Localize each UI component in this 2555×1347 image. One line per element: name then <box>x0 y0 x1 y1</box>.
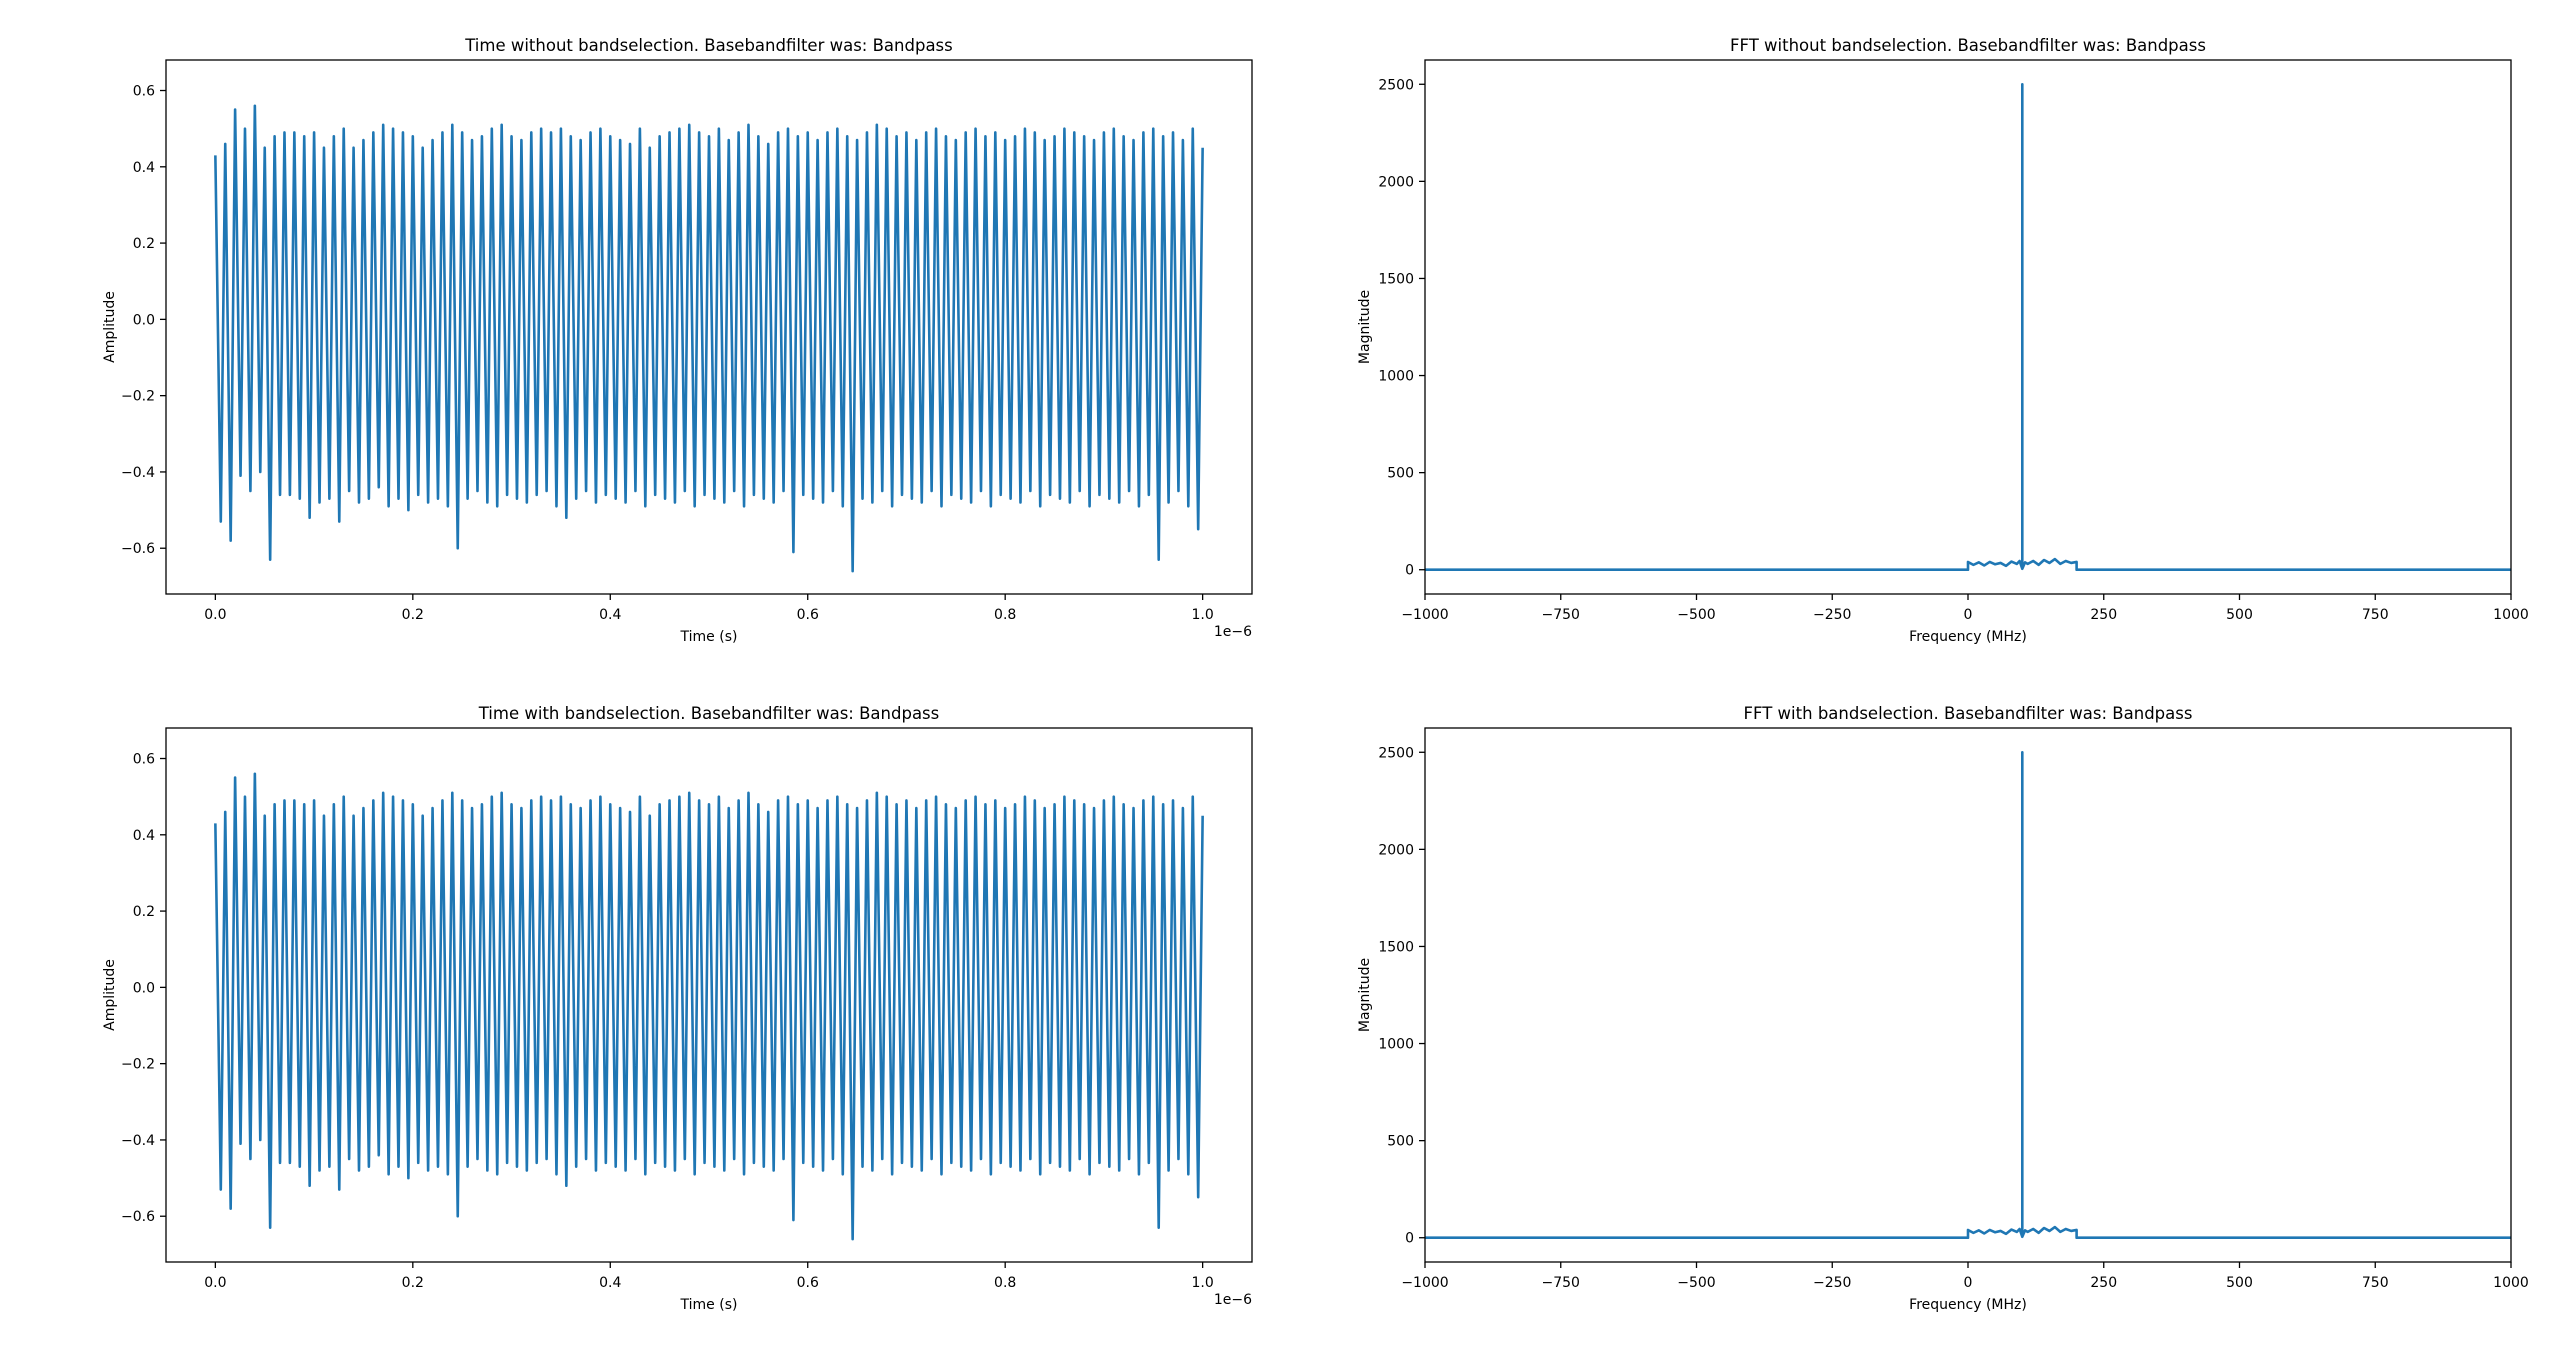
x-axis-label: Frequency (MHz) <box>1909 629 2027 645</box>
x-tick-label: 0.8 <box>994 607 1016 623</box>
y-tick-label: 0.6 <box>133 752 155 768</box>
series-line <box>1425 750 2511 1240</box>
x-tick-label: 0 <box>1964 607 1973 623</box>
y-tick-label: −0.2 <box>121 389 155 405</box>
y-tick-label: 2500 <box>1378 745 1414 761</box>
y-tick-label: 0.0 <box>133 980 155 996</box>
y-tick-label: 0.0 <box>133 312 155 328</box>
y-tick-label: 0.4 <box>133 828 155 844</box>
x-tick-label: 500 <box>2226 607 2253 623</box>
subplot-2: −1000 −750 −500 −250 0 250 500 750 1000 0 500 1000 1… <box>1357 36 2529 645</box>
x-tick-label: −1000 <box>1401 607 1448 623</box>
axes-frame <box>1424 727 2512 1263</box>
y-tick-label: 1500 <box>1378 939 1414 955</box>
y-tick-label: 0.2 <box>133 904 155 920</box>
x-tick-label: 1.0 <box>1192 1275 1214 1291</box>
x-tick-label: 0.0 <box>204 1275 226 1291</box>
x-tick-label: 0.4 <box>599 1275 621 1291</box>
y-tick-label: 0.4 <box>133 160 155 176</box>
x-axis-label: Time (s) <box>680 629 738 645</box>
y-tick-label: 500 <box>1387 1134 1414 1150</box>
subplot-4: −1000 −750 −500 −250 0 250 500 750 1000 0 500 1000 1… <box>1357 704 2529 1313</box>
y-axis-label: Amplitude <box>102 291 118 363</box>
y-tick-label: −0.6 <box>121 541 155 557</box>
y-tick-label: −0.4 <box>121 465 155 481</box>
y-axis-label: Amplitude <box>102 959 118 1031</box>
series-line <box>214 772 1204 1241</box>
y-tick-label: 1500 <box>1378 271 1414 287</box>
y-tick-label: 500 <box>1387 466 1414 482</box>
y-tick-label: 2500 <box>1378 77 1414 93</box>
chart-title: Time with bandselection. Basebandfilter … <box>478 704 940 723</box>
x-tick-label: 750 <box>2362 607 2389 623</box>
y-tick-label: 1000 <box>1378 1037 1414 1053</box>
x-tick-label: −500 <box>1677 1275 1715 1291</box>
x-tick-label: −500 <box>1677 607 1715 623</box>
y-tick-label: 1000 <box>1378 369 1414 385</box>
x-tick-label: 0.6 <box>797 607 819 623</box>
y-axis-label: Magnitude <box>1357 958 1373 1032</box>
x-tick-label: 0.8 <box>994 1275 1016 1291</box>
x-tick-label: 0.4 <box>599 607 621 623</box>
x-tick-label: 0.6 <box>797 1275 819 1291</box>
axes-frame <box>165 59 1253 595</box>
y-tick-label: 2000 <box>1378 842 1414 858</box>
x-tick-label: 1000 <box>2493 1275 2529 1291</box>
x-tick-label: 1000 <box>2493 607 2529 623</box>
x-tick-label: 500 <box>2226 1275 2253 1291</box>
axes-frame <box>165 727 1253 1263</box>
y-tick-label: −0.4 <box>121 1133 155 1149</box>
y-tick-label: 0 <box>1405 563 1414 579</box>
x-tick-label: 0 <box>1964 1275 1973 1291</box>
x-tick-label: −750 <box>1542 607 1580 623</box>
series-line <box>1425 82 2511 572</box>
chart-title: FFT with bandselection. Basebandfilter w… <box>1744 704 2193 723</box>
y-tick-label: 2000 <box>1378 174 1414 190</box>
x-tick-label: 0.2 <box>402 607 424 623</box>
x-tick-label: 250 <box>2090 607 2117 623</box>
x-offset-text: 1e−6 <box>1214 1292 1252 1308</box>
y-tick-label: −0.6 <box>121 1209 155 1225</box>
x-tick-label: 0.2 <box>402 1275 424 1291</box>
series-line <box>214 104 1204 573</box>
x-axis-label: Frequency (MHz) <box>1909 1297 2027 1313</box>
x-tick-label: 0.0 <box>204 607 226 623</box>
y-tick-label: −0.2 <box>121 1057 155 1073</box>
y-axis-label: Magnitude <box>1357 290 1373 364</box>
x-tick-label: −750 <box>1542 1275 1580 1291</box>
x-axis-label: Time (s) <box>680 1297 738 1313</box>
subplot-1: 0.0 0.2 0.4 0.6 0.8 1.0 −0.6 −0.4 −0.2 0.0 0.2 0.4 0… <box>102 36 1253 645</box>
x-tick-label: −1000 <box>1401 1275 1448 1291</box>
x-tick-label: 1.0 <box>1192 607 1214 623</box>
x-offset-text: 1e−6 <box>1214 624 1252 640</box>
y-tick-label: 0.6 <box>133 84 155 100</box>
x-tick-label: −250 <box>1813 1275 1851 1291</box>
subplot-3: 0.0 0.2 0.4 0.6 0.8 1.0 −0.6 −0.4 −0.2 0.0 0.2 0.4 0… <box>102 704 1253 1313</box>
y-tick-label: 0.2 <box>133 236 155 252</box>
y-tick-label: 0 <box>1405 1231 1414 1247</box>
x-tick-label: 750 <box>2362 1275 2389 1291</box>
chart-title: Time without bandselection. Basebandfilt… <box>464 36 953 55</box>
x-tick-label: 250 <box>2090 1275 2117 1291</box>
axes-frame <box>1424 59 2512 595</box>
x-tick-label: −250 <box>1813 607 1851 623</box>
chart-title: FFT without bandselection. Basebandfilte… <box>1730 36 2206 55</box>
